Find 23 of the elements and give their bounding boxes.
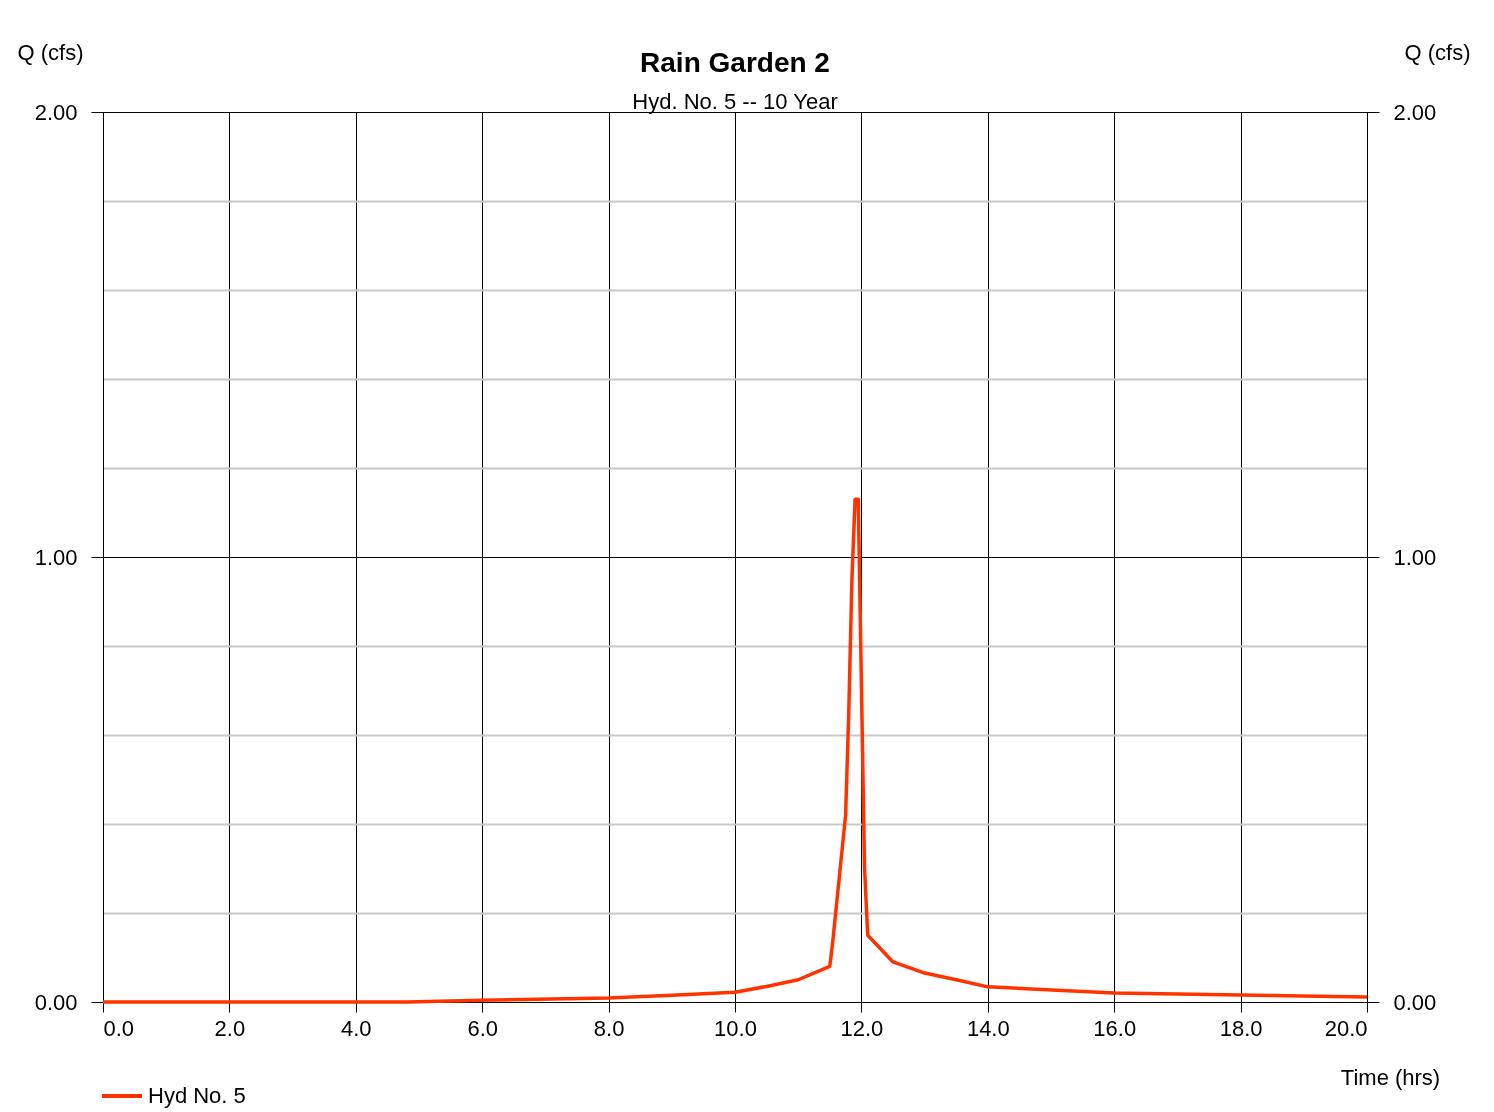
x-tick-label: 10.0 xyxy=(714,1015,757,1041)
y2-tick-label: 1.00 xyxy=(1393,544,1437,570)
y-tick-label: 1.00 xyxy=(34,544,78,570)
x-axis-title: Time (hrs) xyxy=(1340,1064,1441,1090)
x-tick-label: 14.0 xyxy=(966,1015,1010,1041)
chart-title: Rain Garden 2 xyxy=(640,47,830,78)
x-tick-label: 20.0 xyxy=(1324,1015,1368,1041)
y-tick-label: 0.00 xyxy=(34,989,78,1015)
x-tick-label: 18.0 xyxy=(1219,1015,1263,1041)
x-tick-label: 12.0 xyxy=(840,1015,884,1041)
x-tick-label: 16.0 xyxy=(1093,1015,1137,1041)
x-tick-label: 8.0 xyxy=(593,1015,625,1041)
y-tick-label: 2.00 xyxy=(34,99,78,125)
x-tick-label: 0.0 xyxy=(103,1015,135,1041)
y-axis-title: Q (cfs) xyxy=(17,39,84,65)
legend-label: Hyd No. 5 xyxy=(148,1083,246,1108)
y2-tick-label: 2.00 xyxy=(1393,99,1437,125)
x-tick-label: 6.0 xyxy=(467,1015,498,1041)
x-tick-label: 4.0 xyxy=(341,1015,372,1041)
x-tick-label: 2.0 xyxy=(214,1015,246,1041)
y2-axis-title: Q (cfs) xyxy=(1404,39,1471,65)
chart-subtitle: Hyd. No. 5 -- 10 Year xyxy=(632,89,838,114)
y2-tick-label: 0.00 xyxy=(1393,989,1437,1015)
